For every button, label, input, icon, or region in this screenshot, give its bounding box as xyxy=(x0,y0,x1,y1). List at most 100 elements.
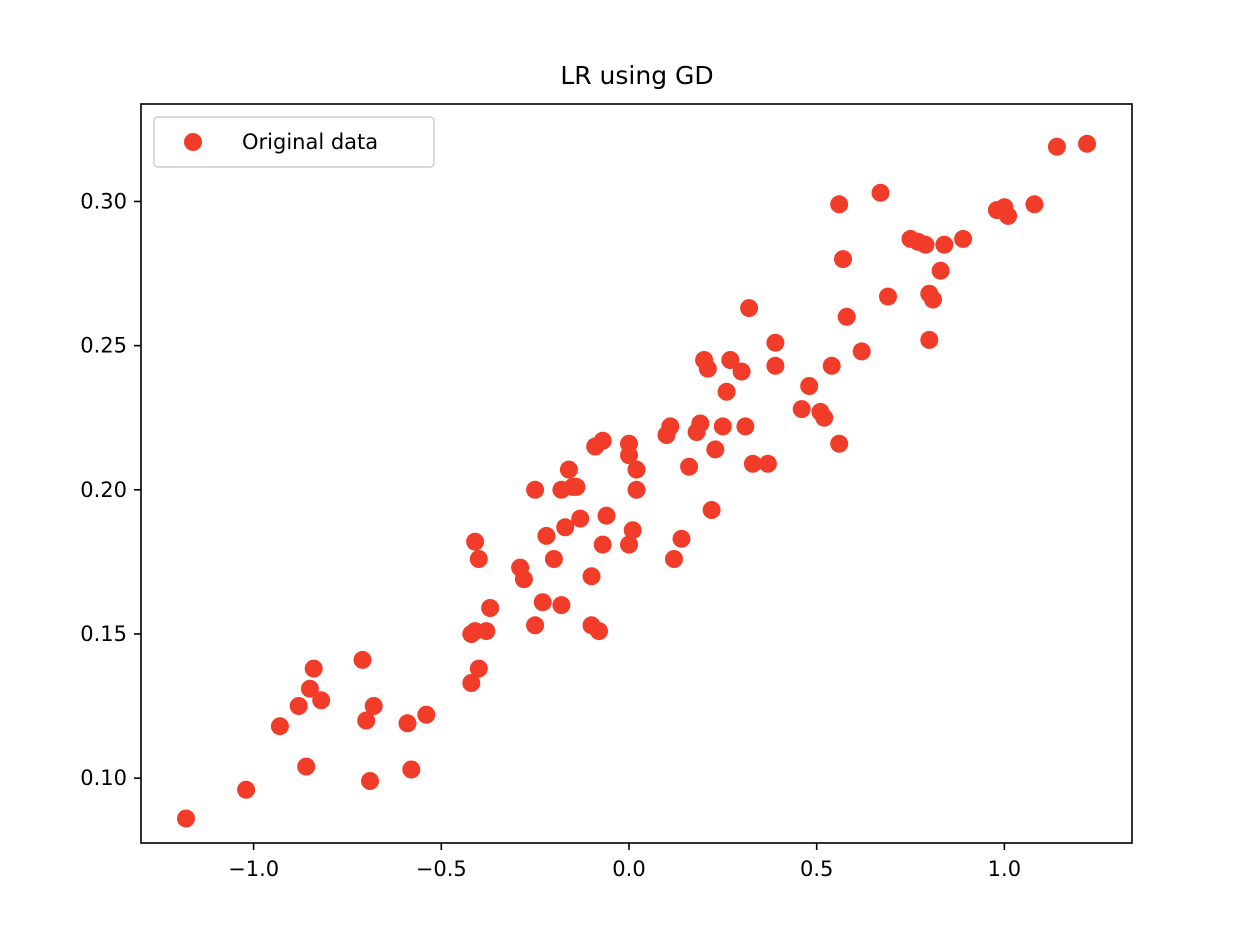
data-point xyxy=(270,717,289,736)
data-point xyxy=(590,622,608,641)
data-point xyxy=(1047,137,1066,156)
data-point xyxy=(620,446,638,465)
data-point xyxy=(924,290,942,309)
data-point xyxy=(931,261,950,280)
data-point xyxy=(935,235,954,254)
data-point xyxy=(312,691,331,710)
data-point xyxy=(852,342,871,361)
y-tick-label: 0.15 xyxy=(80,622,127,646)
data-point xyxy=(698,359,717,378)
data-point xyxy=(665,550,683,568)
data-point xyxy=(477,622,496,641)
data-point xyxy=(732,362,751,381)
data-point xyxy=(177,809,195,828)
data-point xyxy=(353,650,372,669)
data-point xyxy=(661,417,680,436)
data-point xyxy=(680,457,699,476)
data-point xyxy=(815,408,834,427)
data-point xyxy=(533,593,552,612)
data-point xyxy=(559,460,578,479)
data-point xyxy=(593,431,612,450)
data-point xyxy=(552,596,571,615)
data-point xyxy=(999,206,1018,225)
data-point xyxy=(792,400,811,419)
data-point xyxy=(830,434,849,453)
data-point xyxy=(237,780,256,799)
data-point xyxy=(837,307,856,326)
data-point xyxy=(871,183,890,202)
data-point xyxy=(417,705,436,724)
x-tick-label: 1.0 xyxy=(988,857,1021,881)
chart-title: LR using GD xyxy=(560,61,713,90)
data-point xyxy=(822,356,841,375)
data-point xyxy=(361,772,379,790)
data-point xyxy=(627,480,646,499)
x-tick-label: −1.0 xyxy=(228,857,279,881)
data-point xyxy=(1025,195,1044,214)
data-point xyxy=(571,509,590,528)
data-point xyxy=(743,454,762,473)
data-point xyxy=(462,674,481,692)
data-point xyxy=(736,417,755,436)
x-tick-label: −0.5 xyxy=(416,857,467,881)
data-point xyxy=(713,417,732,436)
data-point xyxy=(514,570,533,589)
data-point xyxy=(364,697,383,715)
legend: Original data xyxy=(153,116,435,168)
data-point xyxy=(740,299,759,318)
data-point xyxy=(702,501,721,519)
data-point xyxy=(526,616,545,635)
data-point xyxy=(706,440,725,459)
y-tick-label: 0.25 xyxy=(80,334,127,358)
data-point xyxy=(289,697,308,715)
data-point xyxy=(672,529,691,548)
data-point xyxy=(766,333,785,352)
y-tick-label: 0.20 xyxy=(80,478,127,502)
data-point xyxy=(620,535,638,554)
data-point xyxy=(466,532,485,551)
y-tick-label: 0.30 xyxy=(80,189,127,213)
data-point xyxy=(357,711,376,730)
data-point xyxy=(766,356,785,375)
data-points xyxy=(177,134,1096,828)
legend-marker xyxy=(184,133,202,151)
data-point xyxy=(582,567,601,586)
data-point xyxy=(304,659,323,678)
plot-frame xyxy=(140,103,1133,844)
data-point xyxy=(469,550,488,568)
x-tick-label: 0.0 xyxy=(612,857,645,881)
data-point xyxy=(402,760,421,779)
data-point xyxy=(627,460,646,479)
legend-label: Original data xyxy=(242,130,378,154)
data-point xyxy=(469,659,488,678)
axes: −1.0 −0.5 0.0 0.5 1.0 0.10 0.15 0.20 0.25 0.30 xyxy=(80,103,1133,881)
data-point xyxy=(398,714,417,733)
data-point xyxy=(481,599,500,617)
y-tick-label: 0.10 xyxy=(80,766,127,790)
legend-box xyxy=(153,116,435,168)
data-point xyxy=(954,229,973,248)
data-point xyxy=(623,521,642,540)
data-point xyxy=(526,480,545,499)
data-point xyxy=(556,518,575,537)
data-point xyxy=(717,382,736,401)
data-point xyxy=(830,195,849,214)
data-point xyxy=(800,377,819,395)
data-point xyxy=(758,454,777,473)
data-point xyxy=(879,287,897,306)
data-point xyxy=(597,506,616,525)
data-point xyxy=(300,679,319,698)
data-point xyxy=(544,550,563,568)
data-point xyxy=(834,250,852,269)
x-tick-label: 0.5 xyxy=(800,857,833,881)
data-point xyxy=(567,477,586,496)
data-point xyxy=(1078,134,1096,153)
data-point xyxy=(537,526,556,545)
data-point xyxy=(916,235,935,254)
data-point xyxy=(721,351,740,369)
data-point xyxy=(920,330,939,349)
data-point xyxy=(691,414,710,433)
data-point xyxy=(297,757,316,776)
data-point xyxy=(593,535,612,554)
